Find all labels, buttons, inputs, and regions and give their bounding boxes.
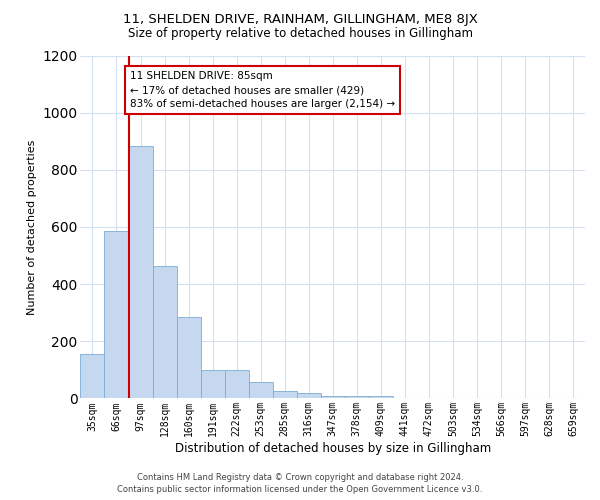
Bar (128, 146, 152, 398)
Y-axis label: Number of detached properties: Number of detached properties (27, 140, 37, 314)
Bar (248, 382, 272, 398)
Text: 11, SHELDEN DRIVE, RAINHAM, GILLINGHAM, ME8 8JX: 11, SHELDEN DRIVE, RAINHAM, GILLINGHAM, … (122, 12, 478, 26)
Bar (296, 394, 321, 398)
Bar (176, 317, 200, 398)
Bar (321, 396, 345, 398)
Bar (272, 392, 296, 398)
Bar (80, 354, 104, 399)
Bar (104, 231, 128, 398)
Text: Size of property relative to detached houses in Gillingham: Size of property relative to detached ho… (128, 28, 473, 40)
Text: 11 SHELDEN DRIVE: 85sqm
← 17% of detached houses are smaller (429)
83% of semi-d: 11 SHELDEN DRIVE: 85sqm ← 17% of detache… (130, 71, 395, 109)
X-axis label: Distribution of detached houses by size in Gillingham: Distribution of detached houses by size … (175, 442, 491, 455)
Bar (152, 266, 176, 398)
Bar (369, 396, 393, 398)
Bar (224, 370, 248, 398)
Bar (345, 396, 369, 398)
Text: Contains HM Land Registry data © Crown copyright and database right 2024.
Contai: Contains HM Land Registry data © Crown c… (118, 472, 482, 494)
Bar (200, 370, 224, 398)
